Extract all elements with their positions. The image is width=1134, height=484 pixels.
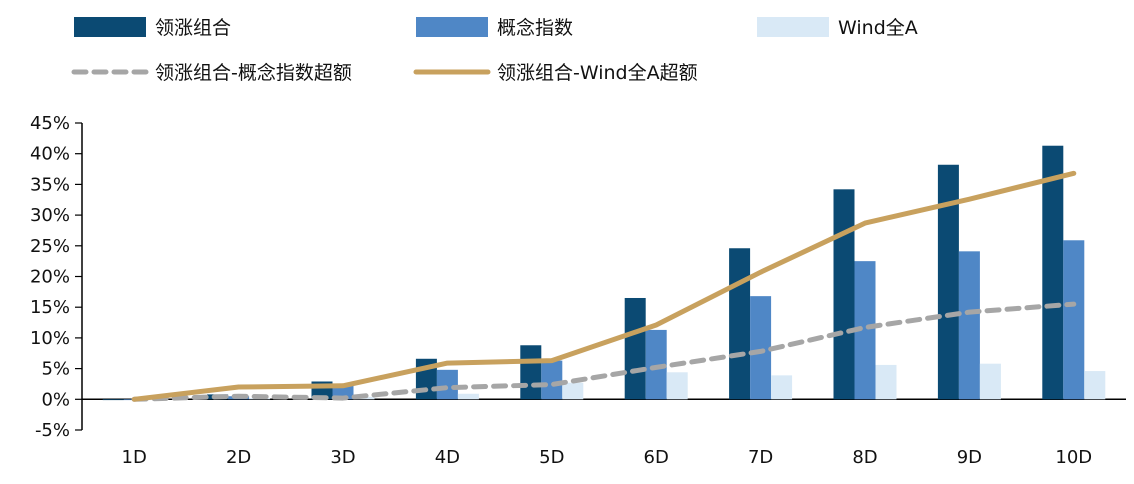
x-tick-label-3d: 3D [330, 447, 355, 468]
legend-swatch-1 [74, 17, 146, 37]
bar-series-1-7d [729, 248, 750, 399]
y-axis-ticks: 45% 40% 35% 30% 25% 20% 15% 10% 5% 0% -5% [30, 113, 82, 441]
bar-series-1-5d [520, 345, 541, 399]
y-tick-label-5: 25% [30, 236, 70, 257]
x-tick-label-4d: 4D [435, 447, 460, 468]
legend-item-4: 领涨组合-概念指数超额 [74, 61, 352, 84]
legend-item-1: 领涨组合 [74, 17, 231, 39]
x-tick-label-6d: 6D [644, 447, 669, 468]
line-series-2 [134, 173, 1074, 399]
legend-item-3: Wind全A [757, 17, 918, 39]
bar-series-3-6d [667, 372, 688, 399]
x-tick-label-9d: 9D [957, 447, 982, 468]
legend-label-2: 概念指数 [497, 16, 573, 39]
x-tick-label-7d: 7D [748, 447, 773, 468]
x-tick-label-8d: 8D [852, 447, 877, 468]
bars [103, 146, 1106, 400]
y-tick-label-1: 45% [30, 113, 70, 134]
x-axis-ticks: 1D 2D 3D 4D 5D 6D 7D 8D 9D 10D [122, 447, 1093, 468]
x-tick-label-5d: 5D [539, 447, 564, 468]
bar-series-3-8d [876, 365, 897, 399]
bar-series-3-7d [771, 375, 792, 399]
bar-series-1-6d [625, 298, 646, 399]
bar-series-1-8d [834, 189, 855, 399]
y-tick-label-11: -5% [35, 420, 70, 441]
bar-series-1-1d [103, 399, 124, 400]
y-tick-label-9: 5% [41, 359, 70, 380]
y-tick-label-10: 0% [41, 389, 70, 410]
bar-series-2-5d [541, 361, 562, 400]
bar-series-2-4d [437, 370, 458, 399]
y-tick-label-7: 15% [30, 297, 70, 318]
legend-swatch-2 [416, 17, 488, 37]
bar-series-1-10d [1042, 146, 1063, 400]
lines [134, 173, 1074, 399]
bar-series-2-9d [959, 251, 980, 399]
bar-series-3-9d [980, 364, 1001, 400]
legend-item-2: 概念指数 [416, 16, 573, 39]
y-tick-label-2: 40% [30, 144, 70, 165]
legend-label-1: 领涨组合 [155, 17, 231, 39]
legend-item-5: 领涨组合-Wind全A超额 [416, 62, 698, 84]
y-tick-label-4: 30% [30, 205, 70, 226]
bar-series-3-10d [1084, 371, 1105, 399]
legend-label-4: 领涨组合-概念指数超额 [155, 61, 352, 84]
bar-series-2-7d [750, 296, 771, 399]
bar-series-1 [103, 146, 1064, 400]
legend-label-5: 领涨组合-Wind全A超额 [497, 62, 698, 84]
legend-label-3: Wind全A [838, 17, 918, 39]
y-tick-label-6: 20% [30, 267, 70, 288]
bar-series-3-4d [458, 394, 479, 400]
x-tick-label-10d: 10D [1055, 447, 1092, 468]
y-tick-label-8: 10% [30, 328, 70, 349]
x-tick-label-2d: 2D [226, 447, 251, 468]
y-tick-label-3: 35% [30, 174, 70, 195]
legend-swatch-3 [757, 17, 829, 37]
bar-series-2-10d [1063, 240, 1084, 399]
legend: 领涨组合 概念指数 Wind全A 领涨组合-概念指数超额 领涨组合-Wind全A超额 [74, 16, 918, 84]
bar-series-3-5d [562, 383, 583, 400]
x-tick-label-1d: 1D [122, 447, 147, 468]
